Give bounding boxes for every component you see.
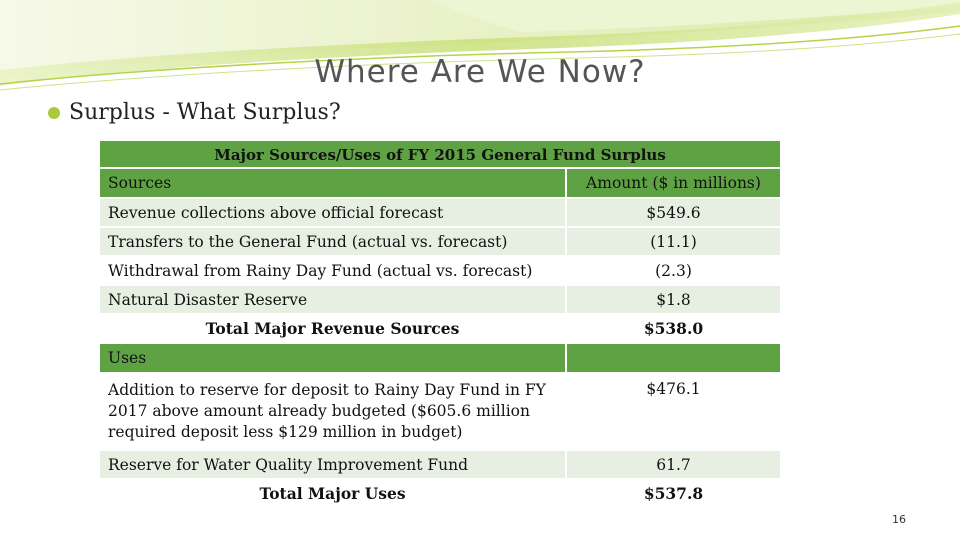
sources-total-amount: $538.0: [565, 314, 780, 344]
bullet-text: Surplus - What Surplus?: [69, 100, 341, 125]
table-header-row: Sources Amount ($ in millions): [100, 168, 780, 199]
slide-title: Where Are We Now?: [314, 54, 646, 90]
bullet-dot-icon: [48, 106, 60, 119]
table-row: Transfers to the General Fund (actual vs…: [100, 227, 780, 257]
row-amount: $1.8: [565, 285, 780, 315]
row-label: Withdrawal from Rainy Day Fund (actual v…: [100, 256, 566, 286]
row-label: Natural Disaster Reserve: [100, 285, 566, 315]
table-row: Addition to reserve for deposit to Rainy…: [100, 373, 780, 451]
row-amount: (2.3): [565, 256, 780, 286]
uses-header-blank: [565, 343, 780, 374]
bullet-item: Surplus - What Surplus?: [48, 100, 341, 125]
sources-total-label: Total Major Revenue Sources: [100, 314, 566, 344]
table-row: Natural Disaster Reserve $1.8: [100, 285, 780, 315]
uses-total-label: Total Major Uses: [100, 479, 566, 509]
header-swoosh-graphic: [0, 0, 960, 91]
header-sources: Sources: [100, 168, 566, 199]
row-amount: $549.6: [565, 198, 780, 228]
row-amount: $476.1: [565, 373, 780, 451]
uses-total-amount: $537.8: [565, 479, 780, 509]
table-caption: Major Sources/Uses of FY 2015 General Fu…: [100, 141, 780, 169]
table-row: Reserve for Water Quality Improvement Fu…: [100, 450, 780, 480]
uses-total-row: Total Major Uses $537.8: [100, 479, 780, 509]
row-label: Reserve for Water Quality Improvement Fu…: [100, 450, 566, 480]
row-label: Addition to reserve for deposit to Rainy…: [100, 373, 566, 451]
header-amount: Amount ($ in millions): [565, 168, 780, 199]
table-row: Revenue collections above official forec…: [100, 198, 780, 228]
sources-total-row: Total Major Revenue Sources $538.0: [100, 314, 780, 344]
row-label: Transfers to the General Fund (actual vs…: [100, 227, 566, 257]
uses-header: Uses: [100, 343, 566, 374]
surplus-table: Major Sources/Uses of FY 2015 General Fu…: [100, 141, 780, 509]
uses-header-row: Uses: [100, 343, 780, 374]
row-amount: 61.7: [565, 450, 780, 480]
row-label: Revenue collections above official forec…: [100, 198, 566, 228]
table-caption-row: Major Sources/Uses of FY 2015 General Fu…: [100, 141, 780, 169]
row-amount: (11.1): [565, 227, 780, 257]
table-row: Withdrawal from Rainy Day Fund (actual v…: [100, 256, 780, 286]
page-number: 16: [892, 513, 906, 526]
